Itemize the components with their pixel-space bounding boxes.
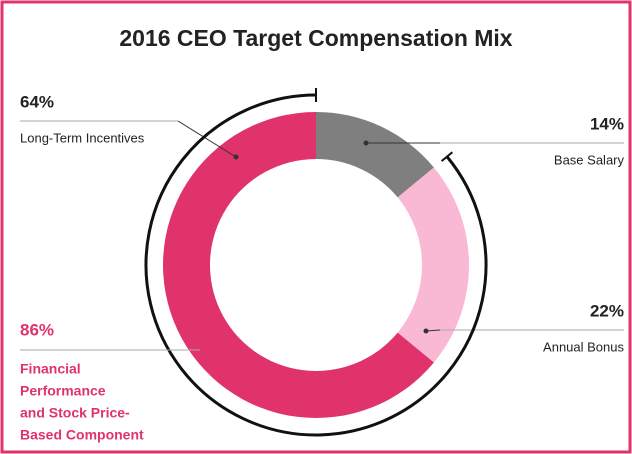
annotation-text: and Stock Price-	[20, 405, 130, 421]
slice	[163, 112, 434, 418]
value-label: 22%	[590, 301, 624, 320]
bracket-arc	[144, 93, 488, 437]
annotation-text: Based Component	[20, 427, 144, 443]
category-label: Long-Term Incentives	[20, 130, 145, 145]
annotation-text: Performance	[20, 383, 106, 399]
category-label: Annual Bonus	[543, 339, 624, 354]
slice	[397, 167, 469, 363]
category-label: Base Salary	[554, 152, 625, 167]
leader-dot	[363, 140, 369, 146]
slice	[316, 112, 434, 198]
annotation-value: 86%	[20, 320, 54, 339]
leader-dot	[423, 328, 429, 334]
value-label: 64%	[20, 92, 54, 111]
leader-dot	[233, 154, 239, 160]
bracket-end	[440, 151, 454, 162]
chart-title: 2016 CEO Target Compensation Mix	[119, 25, 512, 51]
value-label: 14%	[590, 114, 624, 133]
leader-line	[177, 120, 237, 158]
annotation-text: Financial	[20, 361, 81, 377]
